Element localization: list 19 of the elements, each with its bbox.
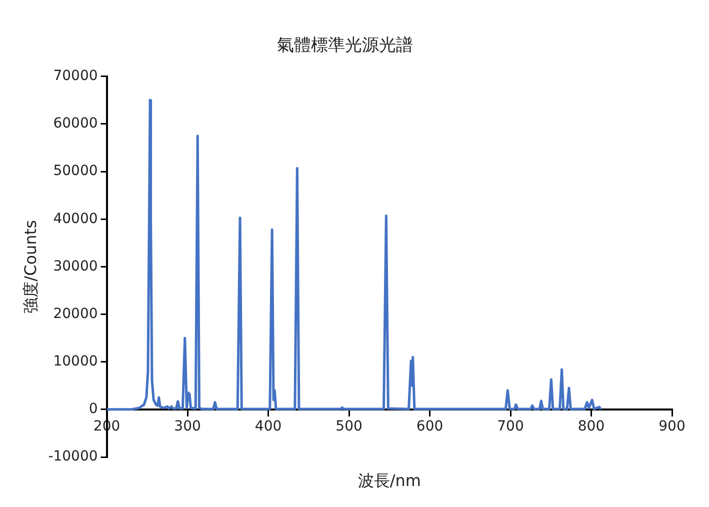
y-tick-label: 10000 — [53, 353, 98, 370]
y-tick-label: 60000 — [53, 116, 98, 132]
x-tick-label: 500 — [336, 418, 362, 434]
x-tick-label: 900 — [658, 418, 686, 434]
y-tick-label: -10000 — [48, 448, 98, 465]
chart-title: 氣體標準光源光譜 — [277, 36, 413, 56]
y-tick-label: 40000 — [53, 210, 98, 227]
y-tick-label: 50000 — [53, 163, 98, 180]
y-axis-title: 強度/Counts — [20, 220, 40, 314]
y-tick-label: 70000 — [53, 68, 98, 84]
y-tick-label: 20000 — [53, 306, 98, 322]
x-tick-label: 700 — [497, 418, 524, 434]
x-tick-label: 600 — [416, 418, 444, 434]
y-tick-label: 30000 — [53, 258, 98, 274]
x-tick-label: 300 — [174, 418, 201, 434]
y-tick-label: 0 — [88, 401, 98, 418]
x-axis-title: 波長/nm — [358, 471, 421, 490]
x-tick-label: 800 — [578, 418, 605, 434]
x-tick-label: 400 — [254, 418, 282, 434]
